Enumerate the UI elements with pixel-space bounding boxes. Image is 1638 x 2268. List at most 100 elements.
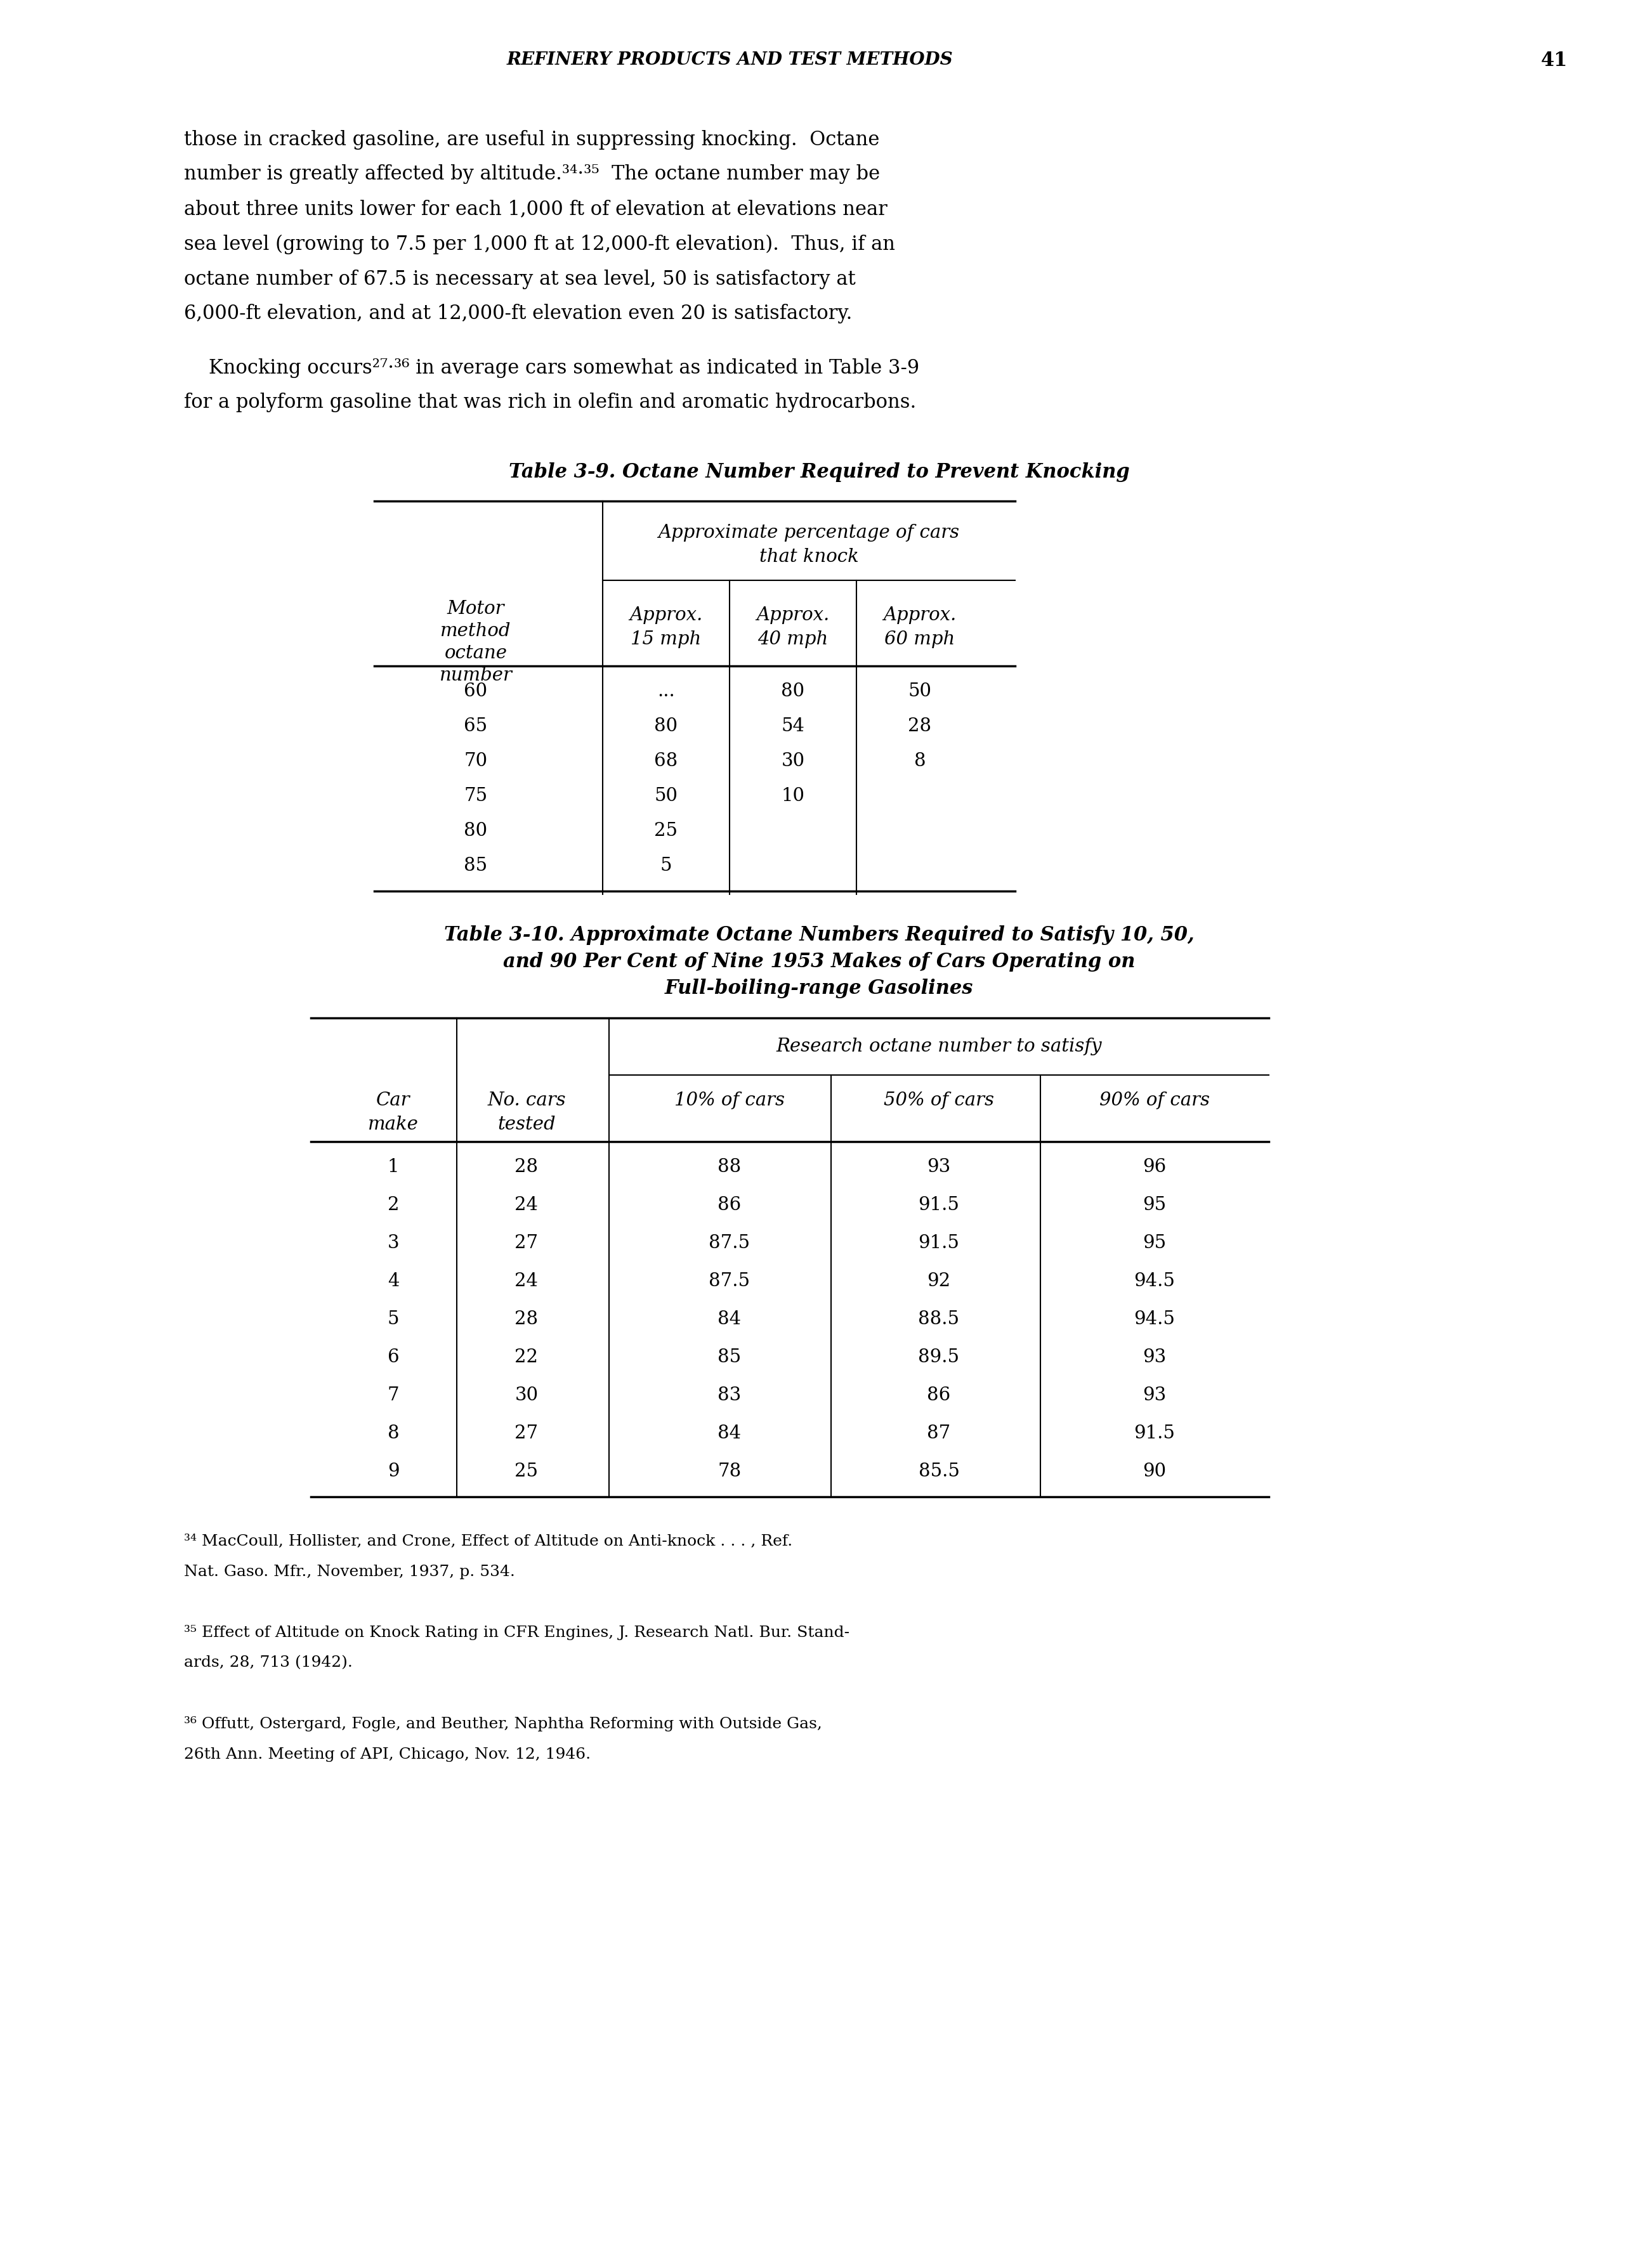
- Text: Car: Car: [377, 1091, 409, 1109]
- Text: 5: 5: [388, 1311, 400, 1329]
- Text: 91.5: 91.5: [919, 1195, 960, 1213]
- Text: 40 mph: 40 mph: [758, 631, 829, 649]
- Text: ...: ...: [657, 683, 675, 701]
- Text: 65: 65: [464, 717, 488, 735]
- Text: make: make: [369, 1116, 419, 1134]
- Text: 86: 86: [717, 1195, 742, 1213]
- Text: 95: 95: [1143, 1234, 1166, 1252]
- Text: 50% of cars: 50% of cars: [885, 1091, 994, 1109]
- Text: Approximate percentage of cars: Approximate percentage of cars: [658, 524, 960, 542]
- Text: 90% of cars: 90% of cars: [1099, 1091, 1210, 1109]
- Text: 24: 24: [514, 1195, 539, 1213]
- Text: 88: 88: [717, 1159, 742, 1175]
- Text: 93: 93: [1143, 1386, 1166, 1404]
- Text: 25: 25: [654, 821, 678, 839]
- Text: 28: 28: [514, 1159, 539, 1175]
- Text: Motor: Motor: [447, 601, 505, 617]
- Text: 26th Ann. Meeting of API, Chicago, Nov. 12, 1946.: 26th Ann. Meeting of API, Chicago, Nov. …: [183, 1746, 591, 1762]
- Text: 8: 8: [388, 1424, 400, 1442]
- Text: ³⁴ MacCoull, Hollister, and Crone, Effect of Altitude on Anti-knock . . . , Ref.: ³⁴ MacCoull, Hollister, and Crone, Effec…: [183, 1533, 793, 1549]
- Text: 90: 90: [1143, 1463, 1166, 1481]
- Text: for a polyform gasoline that was rich in olefin and aromatic hydrocarbons.: for a polyform gasoline that was rich in…: [183, 392, 916, 413]
- Text: Knocking occurs²⁷·³⁶ in average cars somewhat as indicated in Table 3-9: Knocking occurs²⁷·³⁶ in average cars som…: [183, 358, 919, 379]
- Text: Approx.: Approx.: [757, 606, 829, 624]
- Text: 3: 3: [388, 1234, 400, 1252]
- Text: 60 mph: 60 mph: [885, 631, 955, 649]
- Text: 27: 27: [514, 1424, 539, 1442]
- Text: 84: 84: [717, 1424, 742, 1442]
- Text: 93: 93: [1143, 1349, 1166, 1365]
- Text: that knock: that knock: [758, 549, 858, 565]
- Text: 86: 86: [927, 1386, 950, 1404]
- Text: Full-boiling-range Gasolines: Full-boiling-range Gasolines: [665, 980, 973, 998]
- Text: 80: 80: [464, 821, 488, 839]
- Text: 88.5: 88.5: [919, 1311, 960, 1329]
- Text: 28: 28: [907, 717, 932, 735]
- Text: tested: tested: [498, 1116, 555, 1134]
- Text: 9: 9: [388, 1463, 400, 1481]
- Text: 92: 92: [927, 1272, 950, 1290]
- Text: 25: 25: [514, 1463, 539, 1481]
- Text: 22: 22: [514, 1349, 539, 1365]
- Text: 5: 5: [660, 857, 672, 875]
- Text: REFINERY PRODUCTS AND TEST METHODS: REFINERY PRODUCTS AND TEST METHODS: [506, 52, 953, 68]
- Text: those in cracked gasoline, are useful in suppressing knocking.  Octane: those in cracked gasoline, are useful in…: [183, 129, 880, 150]
- Text: 80: 80: [654, 717, 678, 735]
- Text: 85.5: 85.5: [919, 1463, 960, 1481]
- Text: No. cars: No. cars: [488, 1091, 565, 1109]
- Text: 70: 70: [464, 753, 488, 769]
- Text: 91.5: 91.5: [1133, 1424, 1174, 1442]
- Text: Nat. Gaso. Mfr., November, 1937, p. 534.: Nat. Gaso. Mfr., November, 1937, p. 534.: [183, 1565, 514, 1579]
- Text: 85: 85: [464, 857, 488, 875]
- Text: 94.5: 94.5: [1133, 1272, 1174, 1290]
- Text: 2: 2: [388, 1195, 400, 1213]
- Text: 4: 4: [388, 1272, 400, 1290]
- Text: about three units lower for each 1,000 ft of elevation at elevations near: about three units lower for each 1,000 f…: [183, 200, 888, 220]
- Text: method: method: [441, 621, 511, 640]
- Text: 28: 28: [514, 1311, 539, 1329]
- Text: Research octane number to satisfy: Research octane number to satisfy: [776, 1036, 1102, 1055]
- Text: 89.5: 89.5: [919, 1349, 960, 1365]
- Text: 68: 68: [654, 753, 678, 769]
- Text: 85: 85: [717, 1349, 742, 1365]
- Text: 96: 96: [1143, 1159, 1166, 1175]
- Text: number: number: [439, 667, 513, 685]
- Text: number is greatly affected by altitude.³⁴·³⁵  The octane number may be: number is greatly affected by altitude.³…: [183, 166, 880, 184]
- Text: 30: 30: [514, 1386, 539, 1404]
- Text: 87: 87: [927, 1424, 950, 1442]
- Text: 50: 50: [907, 683, 932, 701]
- Text: 24: 24: [514, 1272, 539, 1290]
- Text: 54: 54: [781, 717, 804, 735]
- Text: sea level (growing to 7.5 per 1,000 ft at 12,000-ft elevation).  Thus, if an: sea level (growing to 7.5 per 1,000 ft a…: [183, 234, 894, 254]
- Text: 15 mph: 15 mph: [631, 631, 701, 649]
- Text: ³⁶ Offutt, Ostergard, Fogle, and Beuther, Naphtha Reforming with Outside Gas,: ³⁶ Offutt, Ostergard, Fogle, and Beuther…: [183, 1717, 822, 1730]
- Text: 95: 95: [1143, 1195, 1166, 1213]
- Text: 78: 78: [717, 1463, 742, 1481]
- Text: octane: octane: [444, 644, 508, 662]
- Text: 6: 6: [388, 1349, 400, 1365]
- Text: 27: 27: [514, 1234, 539, 1252]
- Text: 10: 10: [781, 787, 804, 805]
- Text: 1: 1: [388, 1159, 400, 1175]
- Text: ³⁵ Effect of Altitude on Knock Rating in CFR Engines, J. Research Natl. Bur. Sta: ³⁵ Effect of Altitude on Knock Rating in…: [183, 1624, 850, 1640]
- Text: Table 3-9. Octane Number Required to Prevent Knocking: Table 3-9. Octane Number Required to Pre…: [508, 463, 1130, 483]
- Text: and 90 Per Cent of Nine 1953 Makes of Cars Operating on: and 90 Per Cent of Nine 1953 Makes of Ca…: [503, 953, 1135, 973]
- Text: 93: 93: [927, 1159, 950, 1175]
- Text: 87.5: 87.5: [709, 1234, 750, 1252]
- Text: octane number of 67.5 is necessary at sea level, 50 is satisfactory at: octane number of 67.5 is necessary at se…: [183, 270, 855, 288]
- Text: Approx.: Approx.: [883, 606, 957, 624]
- Text: 41: 41: [1541, 50, 1568, 70]
- Text: 87.5: 87.5: [709, 1272, 750, 1290]
- Text: 30: 30: [781, 753, 804, 769]
- Text: 80: 80: [781, 683, 804, 701]
- Text: 6,000-ft elevation, and at 12,000-ft elevation even 20 is satisfactory.: 6,000-ft elevation, and at 12,000-ft ele…: [183, 304, 852, 324]
- Text: Approx.: Approx.: [629, 606, 703, 624]
- Text: 75: 75: [464, 787, 488, 805]
- Text: 7: 7: [388, 1386, 400, 1404]
- Text: 10% of cars: 10% of cars: [675, 1091, 785, 1109]
- Text: 50: 50: [654, 787, 678, 805]
- Text: 60: 60: [464, 683, 488, 701]
- Text: 84: 84: [717, 1311, 742, 1329]
- Text: ards, 28, 713 (1942).: ards, 28, 713 (1942).: [183, 1656, 352, 1669]
- Text: 91.5: 91.5: [919, 1234, 960, 1252]
